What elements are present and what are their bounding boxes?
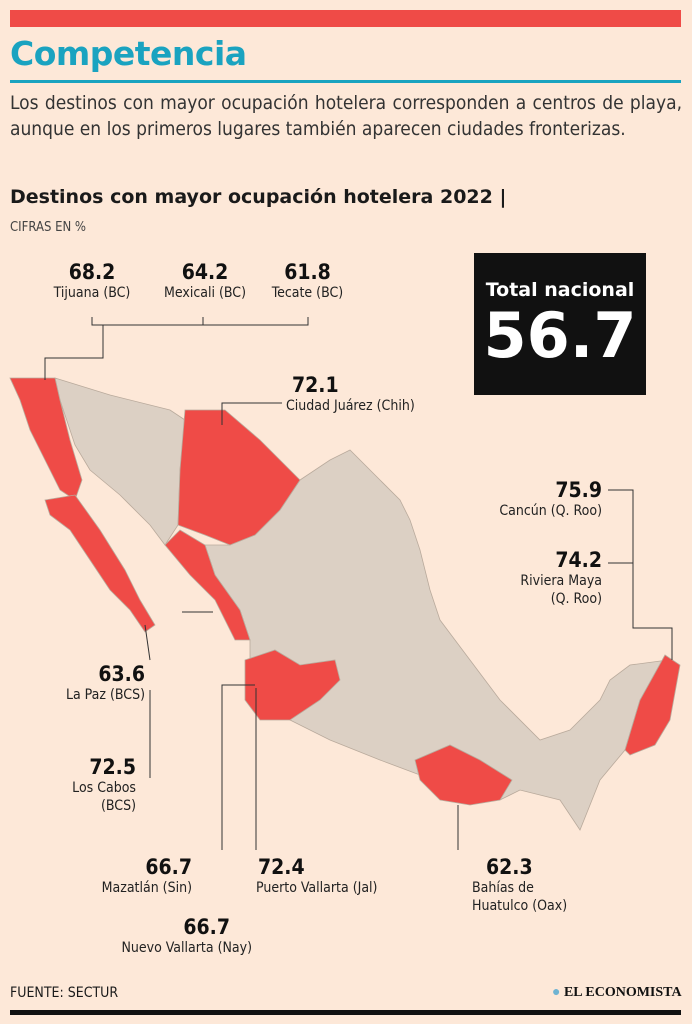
title-rule [10, 80, 681, 83]
label-tecate: 61.8 Tecate (BC) [271, 260, 344, 301]
label-nuevo-vallarta: 66.7 Nuevo Vallarta (Nay) [121, 915, 252, 956]
chart-subtitle: Destinos con mayor ocupación hotelera 20… [10, 186, 507, 208]
region-oaxaca [414, 744, 513, 806]
units: CIFRAS EN % [10, 220, 87, 235]
total-label: Total nacional [485, 279, 635, 301]
total-nacional-box: Total nacional 56.7 [474, 253, 646, 395]
total-value: 56.7 [483, 299, 637, 372]
intro-text: Los destinos con mayor ocupación hoteler… [10, 92, 682, 140]
label-tijuana: 68.2 Tijuana (BC) [53, 260, 131, 301]
label-la-paz: 63.6 La Paz (BCS) [65, 662, 145, 703]
label-ciudad-juarez: 72.1 Ciudad Juárez (Chih) [286, 373, 415, 414]
title: Competencia [10, 34, 247, 73]
region-sinaloa [164, 529, 251, 641]
region-baja-california-sur [44, 494, 156, 633]
label-mexicali: 64.2 Mexicali (BC) [164, 260, 246, 301]
label-mazatlan: 66.7 Mazatlán (Sin) [101, 855, 192, 896]
label-los-cabos: 72.5 Los Cabos (BCS) [72, 755, 136, 814]
region-quintana-roo [624, 654, 681, 756]
region-nayarit-jalisco [244, 649, 341, 721]
label-riviera-maya: 74.2 Riviera Maya (Q. Roo) [520, 548, 602, 607]
brand-logo: ● EL ECONOMISTA [552, 985, 682, 1000]
label-puerto-vallarta: 72.4 Puerto Vallarta (Jal) [256, 855, 378, 896]
logo-icon: ● [552, 985, 561, 1000]
region-chihuahua [177, 409, 301, 546]
source: FUENTE: SECTUR [10, 985, 119, 1001]
leader-lines [44, 317, 673, 850]
bottom-bar [10, 1010, 681, 1015]
label-huatulco: 62.3 Bahías de Huatulco (Oax) [472, 855, 568, 914]
label-cancun: 75.9 Cancún (Q. Roo) [499, 478, 602, 519]
top-bar [10, 10, 681, 27]
